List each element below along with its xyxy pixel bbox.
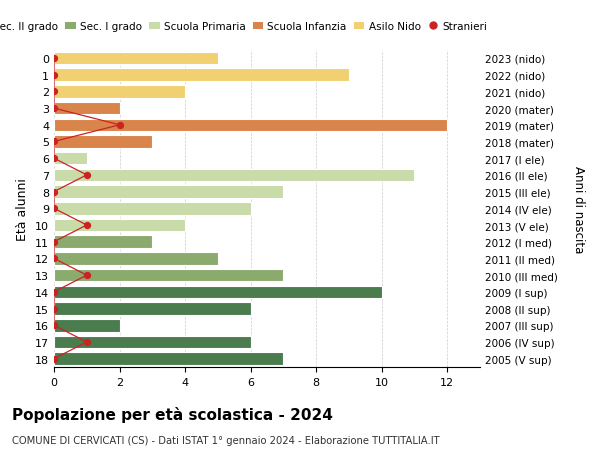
Point	[49, 355, 59, 363]
Bar	[54, 169, 415, 182]
Bar	[54, 319, 119, 332]
Point	[49, 239, 59, 246]
Legend: Sec. II grado, Sec. I grado, Scuola Primaria, Scuola Infanzia, Asilo Nido, Stran: Sec. II grado, Sec. I grado, Scuola Prim…	[0, 18, 491, 36]
Bar	[54, 102, 119, 115]
Text: COMUNE DI CERVICATI (CS) - Dati ISTAT 1° gennaio 2024 - Elaborazione TUTTITALIA.: COMUNE DI CERVICATI (CS) - Dati ISTAT 1°…	[12, 435, 440, 445]
Point	[82, 222, 92, 229]
Bar	[54, 236, 152, 248]
Bar	[54, 252, 218, 265]
Point	[49, 105, 59, 112]
Point	[82, 172, 92, 179]
Point	[49, 205, 59, 213]
Y-axis label: Età alunni: Età alunni	[16, 178, 29, 240]
Point	[49, 89, 59, 96]
Bar	[54, 69, 349, 82]
Bar	[54, 53, 218, 65]
Bar	[54, 302, 251, 315]
Point	[49, 55, 59, 62]
Bar	[54, 86, 185, 98]
Y-axis label: Anni di nascita: Anni di nascita	[572, 165, 584, 252]
Bar	[54, 186, 283, 198]
Point	[49, 255, 59, 263]
Bar	[54, 269, 283, 282]
Bar	[54, 219, 185, 232]
Bar	[54, 136, 152, 148]
Point	[82, 272, 92, 279]
Point	[49, 289, 59, 296]
Bar	[54, 119, 447, 132]
Bar	[54, 286, 382, 298]
Bar	[54, 336, 251, 348]
Point	[49, 72, 59, 79]
Point	[49, 189, 59, 196]
Point	[49, 305, 59, 313]
Point	[49, 322, 59, 329]
Point	[115, 122, 124, 129]
Point	[49, 139, 59, 146]
Bar	[54, 353, 283, 365]
Bar	[54, 202, 251, 215]
Bar	[54, 152, 87, 165]
Text: Popolazione per età scolastica - 2024: Popolazione per età scolastica - 2024	[12, 406, 333, 422]
Point	[82, 339, 92, 346]
Point	[49, 155, 59, 162]
